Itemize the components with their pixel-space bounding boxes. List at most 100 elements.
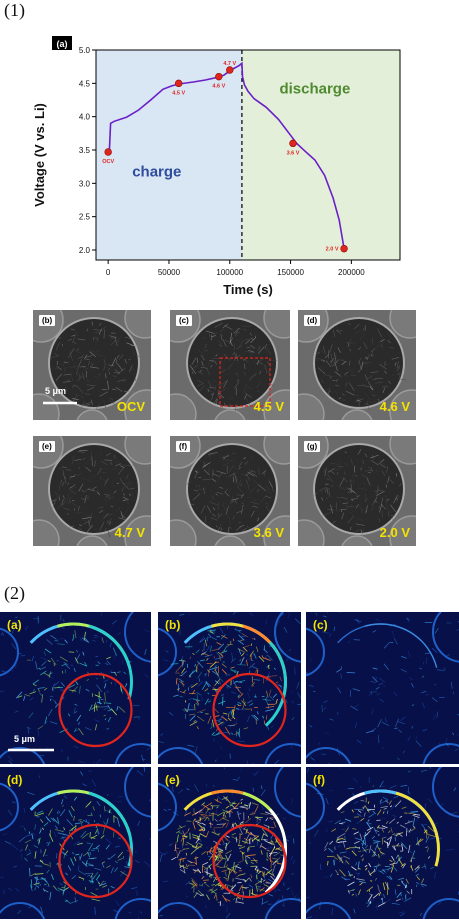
texture-stroke <box>100 471 107 473</box>
texture-stroke <box>369 386 374 391</box>
texture-stroke <box>71 487 77 490</box>
texture-stroke <box>25 834 32 837</box>
texture-stroke <box>106 690 109 693</box>
texture-stroke <box>383 836 387 839</box>
texture-stroke <box>63 373 72 376</box>
texture-stroke <box>252 505 258 508</box>
texture-stroke <box>254 866 258 870</box>
texture-stroke <box>71 455 74 465</box>
texture-stroke <box>47 660 51 662</box>
texture-stroke <box>344 504 348 506</box>
strain-map-image <box>306 767 459 919</box>
texture-stroke <box>337 750 341 756</box>
texture-stroke <box>70 858 75 866</box>
texture-stroke <box>323 875 330 879</box>
texture-stroke <box>421 690 427 694</box>
texture-stroke <box>65 469 72 471</box>
texture-stroke <box>211 379 218 383</box>
texture-stroke <box>29 697 34 701</box>
marker-label: OCV <box>102 159 114 165</box>
texture-stroke <box>229 332 233 343</box>
texture-stroke <box>41 876 48 883</box>
texture-stroke <box>11 844 18 850</box>
texture-stroke <box>30 884 33 892</box>
texture-stroke <box>372 630 377 633</box>
texture-stroke <box>64 480 68 490</box>
texture-stroke <box>336 854 341 860</box>
texture-stroke <box>391 630 395 638</box>
texture-stroke <box>257 345 261 352</box>
texture-stroke <box>347 516 354 524</box>
particle-rim-arc <box>364 623 438 668</box>
texture-stroke <box>335 390 339 399</box>
texture-stroke <box>81 395 83 400</box>
marker-point <box>289 139 297 148</box>
texture-stroke <box>328 820 333 823</box>
texture-stroke <box>374 496 378 504</box>
texture-stroke <box>264 347 272 355</box>
texture-stroke <box>92 806 95 811</box>
texture-stroke <box>55 380 58 383</box>
texture-stroke <box>245 392 252 398</box>
texture-stroke <box>263 347 271 350</box>
texture-stroke <box>292 895 297 900</box>
neighbor-outline <box>0 902 46 919</box>
texture-stroke <box>218 714 224 721</box>
texture-stroke <box>237 810 240 815</box>
texture-stroke <box>35 885 40 888</box>
texture-stroke <box>391 515 394 521</box>
texture-stroke <box>108 809 111 814</box>
texture-stroke <box>221 663 227 668</box>
texture-stroke <box>223 822 227 826</box>
texture-stroke <box>364 830 371 837</box>
texture-stroke <box>235 877 245 881</box>
texture-stroke <box>85 688 90 692</box>
texture-stroke <box>341 828 346 831</box>
texture-stroke <box>377 719 382 728</box>
texture-stroke <box>420 883 427 886</box>
texture-stroke <box>191 682 198 688</box>
texture-stroke <box>109 642 112 648</box>
texture-stroke <box>178 825 183 829</box>
texture-stroke <box>371 707 374 716</box>
texture-stroke <box>204 516 206 523</box>
texture-stroke <box>338 856 344 864</box>
texture-stroke <box>4 840 12 845</box>
map-panel-tag: (f) <box>313 773 325 787</box>
texture-stroke <box>240 484 242 487</box>
texture-stroke <box>14 710 19 713</box>
texture-stroke <box>126 498 129 504</box>
texture-stroke <box>48 708 53 717</box>
texture-stroke <box>234 499 237 504</box>
texture-stroke <box>117 467 125 476</box>
texture-stroke <box>219 328 225 333</box>
texture-stroke <box>245 830 252 835</box>
texture-stroke <box>385 501 389 509</box>
texture-stroke <box>251 470 257 473</box>
texture-stroke <box>90 451 93 461</box>
texture-stroke <box>89 351 96 357</box>
texture-stroke <box>73 841 80 846</box>
texture-stroke <box>188 882 194 885</box>
texture-stroke <box>359 336 362 340</box>
texture-stroke <box>223 646 227 652</box>
texture-stroke <box>180 848 185 852</box>
texture-stroke <box>76 842 84 846</box>
texture-stroke <box>415 881 420 885</box>
texture-stroke <box>267 654 273 661</box>
texture-stroke <box>410 865 414 872</box>
texture-stroke <box>221 817 230 822</box>
texture-stroke <box>347 881 355 887</box>
texture-stroke <box>275 898 280 903</box>
texture-stroke <box>259 370 262 375</box>
texture-stroke <box>33 844 39 848</box>
texture-stroke <box>361 473 368 478</box>
texture-stroke <box>372 810 376 815</box>
texture-stroke <box>210 813 218 815</box>
texture-stroke <box>425 657 428 664</box>
texture-stroke <box>291 700 294 704</box>
neighbor-particle <box>170 393 197 420</box>
texture-stroke <box>182 831 189 838</box>
neighbor-particle <box>263 515 290 546</box>
texture-stroke <box>344 374 349 377</box>
